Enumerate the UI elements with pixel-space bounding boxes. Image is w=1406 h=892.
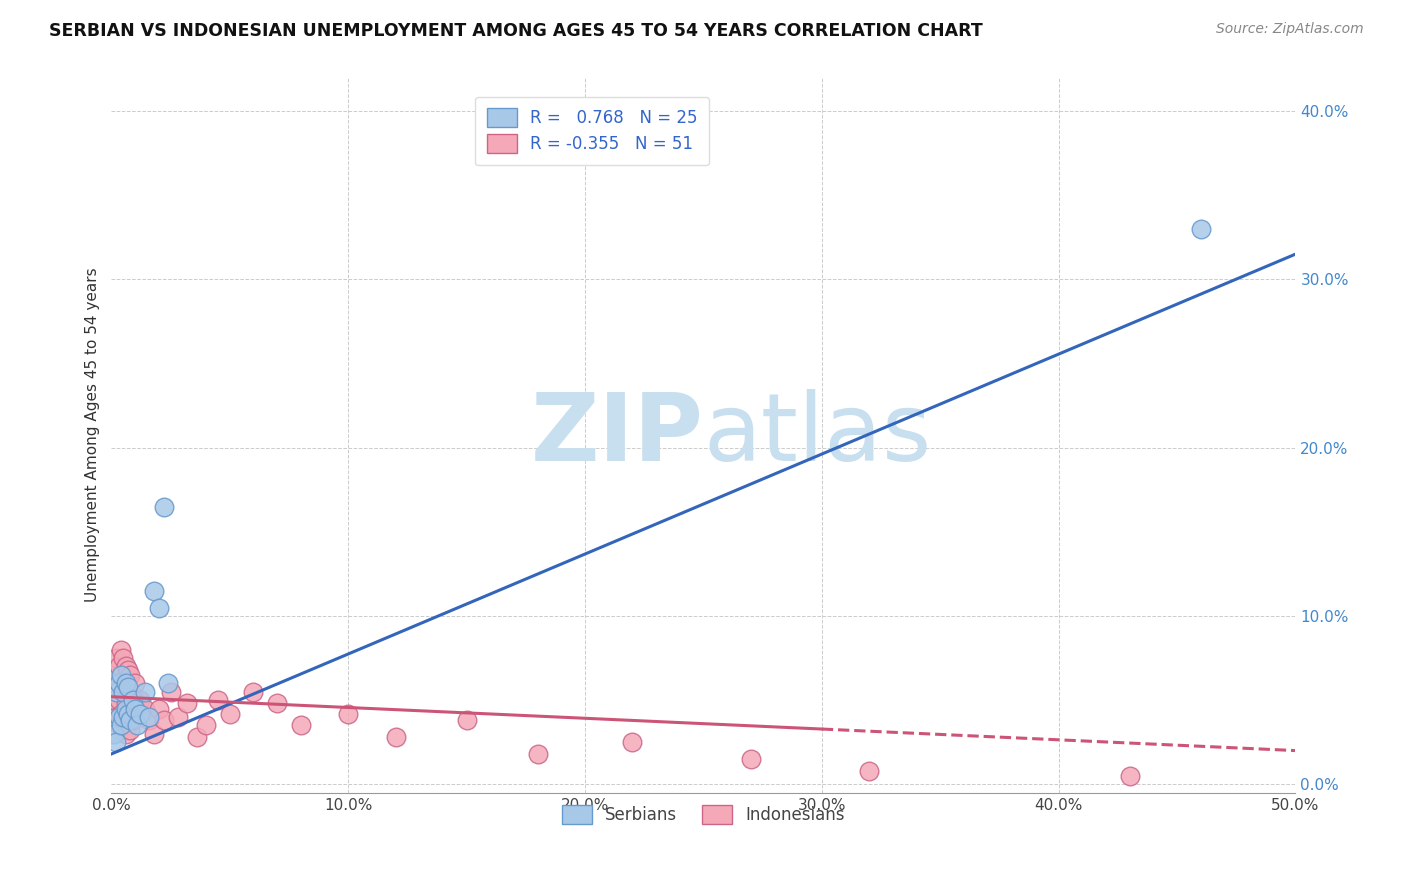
Point: [124, 676, 146, 690]
Point: [242, 684, 264, 698]
Point: [114, 676, 136, 690]
Point: [117, 710, 139, 724]
Point: [103, 668, 125, 682]
Point: [114, 697, 136, 711]
Point: [740, 752, 762, 766]
Point: [110, 668, 132, 682]
Point: [117, 706, 139, 721]
Point: [266, 697, 288, 711]
Point: [148, 600, 170, 615]
Point: [1118, 769, 1140, 783]
Point: [124, 701, 146, 715]
Point: [105, 684, 128, 698]
Text: SERBIAN VS INDONESIAN UNEMPLOYMENT AMONG AGES 45 TO 54 YEARS CORRELATION CHART: SERBIAN VS INDONESIAN UNEMPLOYMENT AMONG…: [49, 22, 983, 40]
Point: [103, 727, 125, 741]
Point: [159, 684, 181, 698]
Point: [176, 697, 198, 711]
Point: [186, 730, 208, 744]
Point: [128, 693, 150, 707]
Text: ZIP: ZIP: [530, 389, 703, 481]
Point: [120, 714, 142, 728]
Point: [456, 714, 478, 728]
Point: [134, 684, 156, 698]
Legend: Serbians, Indonesians: Serbians, Indonesians: [551, 795, 855, 834]
Point: [337, 706, 360, 721]
Point: [152, 714, 174, 728]
Point: [107, 676, 129, 690]
Point: [143, 727, 166, 741]
Point: [138, 710, 160, 724]
Point: [621, 735, 644, 749]
Point: [384, 730, 406, 744]
Y-axis label: Unemployment Among Ages 45 to 54 years: Unemployment Among Ages 45 to 54 years: [86, 268, 100, 602]
Point: [117, 680, 139, 694]
Point: [143, 583, 166, 598]
Point: [157, 676, 180, 690]
Point: [290, 718, 312, 732]
Point: [107, 693, 129, 707]
Point: [121, 690, 143, 704]
Point: [117, 684, 139, 698]
Point: [121, 714, 143, 728]
Text: Source: ZipAtlas.com: Source: ZipAtlas.com: [1216, 22, 1364, 37]
Point: [858, 764, 880, 778]
Point: [1189, 222, 1212, 236]
Point: [112, 684, 135, 698]
Point: [121, 693, 143, 707]
Point: [127, 718, 149, 732]
Point: [110, 718, 132, 732]
Point: [105, 735, 128, 749]
Point: [207, 693, 229, 707]
Point: [110, 680, 132, 694]
Point: [124, 701, 146, 715]
Point: [107, 718, 129, 732]
Point: [166, 710, 188, 724]
Point: [127, 706, 149, 721]
Point: [112, 684, 135, 698]
Point: [105, 710, 128, 724]
Point: [107, 710, 129, 724]
Point: [112, 710, 135, 724]
Text: atlas: atlas: [703, 389, 932, 481]
Point: [110, 706, 132, 721]
Point: [117, 663, 139, 677]
Point: [114, 659, 136, 673]
Point: [218, 706, 240, 721]
Point: [114, 701, 136, 715]
Point: [103, 693, 125, 707]
Point: [105, 651, 128, 665]
Point: [120, 668, 142, 682]
Point: [120, 693, 142, 707]
Point: [114, 727, 136, 741]
Point: [138, 714, 160, 728]
Point: [107, 659, 129, 673]
Point: [112, 651, 135, 665]
Point: [148, 701, 170, 715]
Point: [112, 714, 135, 728]
Point: [152, 500, 174, 514]
Point: [120, 723, 142, 738]
Point: [128, 706, 150, 721]
Point: [134, 701, 156, 715]
Point: [110, 642, 132, 657]
Point: [526, 747, 548, 761]
Point: [195, 718, 218, 732]
